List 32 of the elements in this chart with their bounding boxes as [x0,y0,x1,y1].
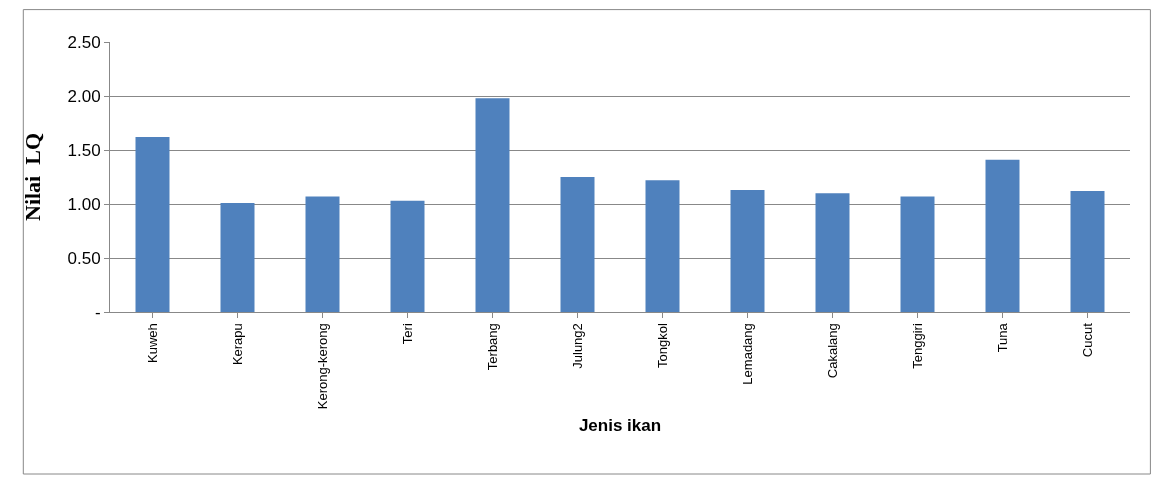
bar [645,180,680,312]
bar [220,202,255,312]
bar [730,189,765,312]
y-tick-label: 1.50 [67,140,101,160]
y-tick-label: 2.00 [67,86,101,106]
bar [985,159,1020,312]
bar [815,193,850,312]
y-tick-label: 1.00 [67,194,101,214]
y-axis-title: Nilai LQ [20,132,46,222]
y-tick-label: - [94,302,101,322]
y-tick-label: 0.50 [67,248,101,268]
x-tick-label: Cakalang [824,323,840,379]
bar [560,177,595,312]
y-tick-label: 2.50 [67,32,101,52]
x-tick-label: Tongkol [654,323,670,369]
bar [135,137,170,312]
x-tick-label: Kuweh [144,323,160,363]
x-tick-label: Teri [399,323,415,345]
x-tick-label: Tuna [994,322,1010,353]
x-tick-label: Tenggiri [909,323,925,369]
x-tick-label: Julung2 [569,323,585,369]
x-tick-label: Kerong-kerong [314,323,330,410]
x-tick-label: Lemadang [739,323,755,385]
bar [1070,191,1105,312]
bar [475,98,510,312]
x-tick-label: Terbang [484,323,500,371]
x-axis-title: Jenis ikan [578,415,662,435]
bar [390,200,425,312]
x-tick-label: Cucut [1079,322,1095,358]
bar [900,196,935,312]
x-tick-label: Kerapu [229,323,245,366]
bar [305,196,340,312]
